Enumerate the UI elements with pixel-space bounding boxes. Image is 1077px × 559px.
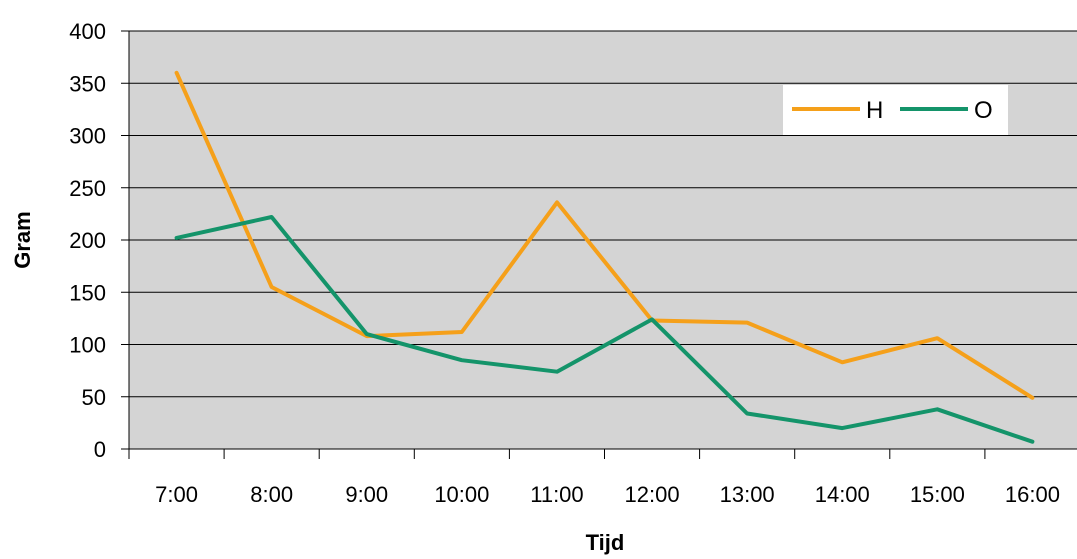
x-tick-label: 16:00 [1005,482,1060,507]
series-lines [174,70,1035,444]
data-point-h [460,330,464,334]
data-point-h [935,336,939,340]
x-tick-label: 14:00 [815,482,870,507]
data-point-o [935,407,939,411]
data-point-h [175,71,179,75]
data-point-o [555,370,559,374]
y-tick-label: 300 [69,124,106,149]
y-tick-label: 0 [94,437,106,462]
y-tick-label: 350 [69,71,106,96]
data-point-h [555,200,559,204]
y-axis-ticks: 0 50 100 150 200 250 300 350 400 [69,19,129,462]
x-axis-title: Tijd [586,530,625,555]
x-tick-label: 15:00 [910,482,965,507]
data-point-o [270,215,274,219]
y-tick-label: 100 [69,333,106,358]
x-tick-label: 8:00 [250,482,293,507]
data-point-o [175,236,179,240]
x-tick-label: 9:00 [345,482,388,507]
y-tick-label: 150 [69,280,106,305]
data-point-h [270,285,274,289]
x-tick-label: 11:00 [530,482,583,507]
x-tick-label: 13:00 [720,482,775,507]
data-point-h [840,360,844,364]
legend-label-o: O [974,97,993,124]
y-tick-label: 250 [69,176,106,201]
series-line-h [174,70,1035,400]
y-tick-label: 50 [82,385,106,410]
data-point-o [1030,440,1034,444]
data-point-o [365,332,369,336]
legend: H O [783,85,1008,135]
x-axis-ticks: 7:00 8:00 9:00 10:00 11:00 12:00 13:00 14:00 15:… [128,449,1060,507]
x-tick-label: 12:00 [625,482,680,507]
y-tick-label: 200 [69,228,106,253]
legend-label-h: H [866,97,883,124]
x-tick-label: 10:00 [434,482,489,507]
y-tick-label: 400 [69,19,106,44]
data-point-h [745,321,749,325]
data-point-o [650,317,654,321]
x-tick-label: 7:00 [155,482,198,507]
y-axis-title: Gram [10,211,35,268]
data-point-h [1030,396,1034,400]
series-line-o [174,215,1035,444]
data-point-o [460,358,464,362]
data-point-o [840,426,844,430]
data-point-o [745,411,749,415]
